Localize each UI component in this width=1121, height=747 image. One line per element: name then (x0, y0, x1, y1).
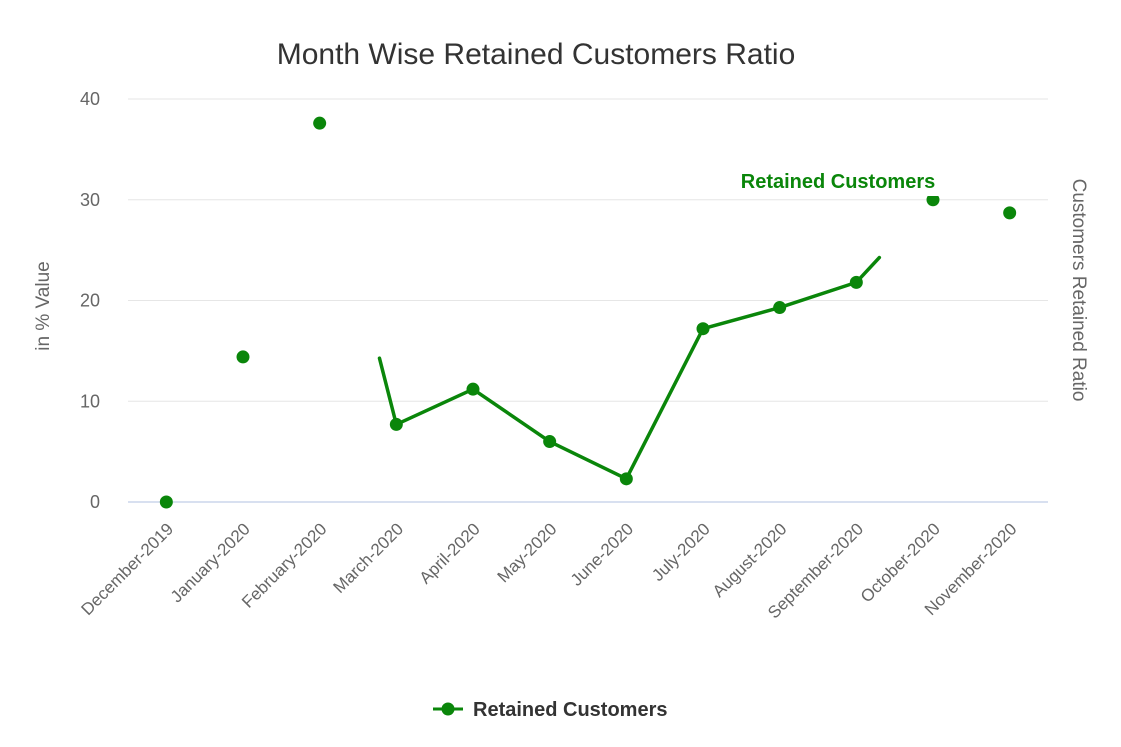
y-tick-label: 20 (80, 291, 100, 311)
x-tick-label: April-2020 (416, 519, 484, 587)
series-annotation: Retained Customers (741, 171, 936, 193)
x-tick-label: January-2020 (167, 519, 254, 606)
data-point[interactable] (389, 417, 403, 431)
x-tick-label: August-2020 (709, 519, 791, 601)
y-tick-label: 10 (80, 391, 100, 411)
series-line (377, 255, 882, 481)
legend-marker (441, 702, 455, 716)
series-line-path (377, 255, 882, 481)
x-tick-label: June-2020 (567, 519, 637, 589)
data-point[interactable] (619, 472, 633, 486)
y-axis-ticks: 0 10 20 30 40 (80, 89, 100, 512)
data-point[interactable] (236, 350, 250, 364)
data-point[interactable] (466, 382, 480, 396)
y-axis-label: in % Value (33, 261, 54, 350)
y-axis-label-right: Customers Retained Ratio (1068, 179, 1089, 402)
data-point[interactable] (159, 495, 173, 509)
data-point[interactable] (313, 116, 327, 130)
chart-title: Month Wise Retained Customers Ratio (277, 38, 796, 71)
x-tick-label: October-2020 (857, 519, 944, 606)
x-tick-label: July-2020 (648, 519, 714, 585)
data-point[interactable] (773, 301, 787, 315)
series-label-background (730, 166, 946, 196)
series-points (159, 116, 1017, 509)
x-tick-label: December-2019 (78, 519, 178, 619)
legend[interactable]: Retained Customers (433, 699, 668, 721)
data-point[interactable] (696, 322, 710, 336)
y-tick-label: 40 (80, 89, 100, 109)
legend-label: Retained Customers (473, 699, 668, 721)
y-tick-label: 30 (80, 190, 100, 210)
data-point[interactable] (849, 275, 863, 289)
grid-lines (128, 98, 1048, 503)
y-tick-label: 0 (90, 492, 100, 512)
data-point[interactable] (543, 435, 557, 449)
data-point[interactable] (926, 193, 940, 207)
data-point[interactable] (1003, 206, 1017, 220)
x-tick-label: May-2020 (494, 519, 561, 586)
x-tick-label: March-2020 (330, 519, 408, 597)
